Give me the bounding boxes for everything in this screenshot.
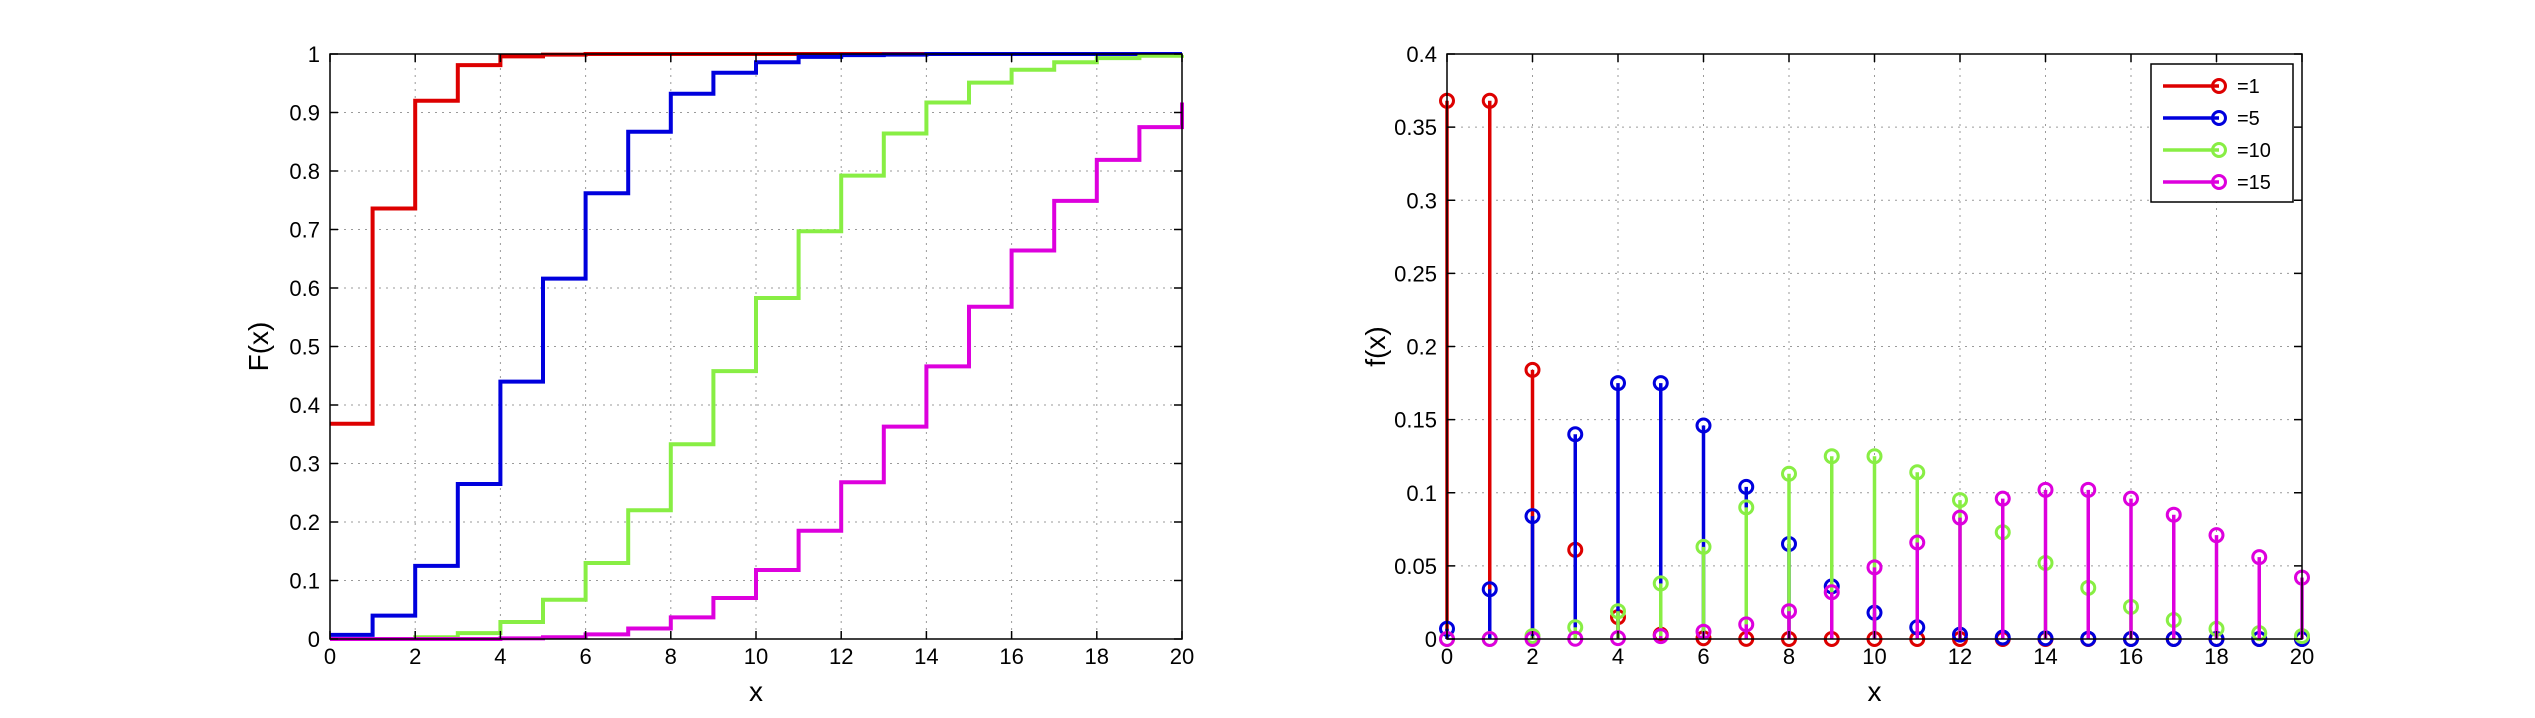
- stem-marker: [1952, 492, 1968, 509]
- stem-marker: [1994, 490, 2011, 507]
- y-axis-label: f(x): [1360, 326, 1391, 366]
- stem-marker: [1524, 508, 1541, 525]
- y-tick-label: 0.05: [1394, 554, 1437, 579]
- y-tick-label: 0.1: [289, 569, 320, 594]
- stem-marker: [1781, 603, 1797, 620]
- stem-marker: [1652, 375, 1669, 392]
- stem-marker: [2165, 506, 2182, 523]
- legend-item: =10: [2163, 140, 2271, 162]
- x-tick-label: 20: [2290, 644, 2314, 669]
- stem-marker: [1823, 584, 1840, 601]
- y-tick-label: 0.3: [289, 452, 320, 477]
- y-tick-label: 0.3: [1406, 188, 1437, 213]
- x-tick-label: 2: [409, 644, 421, 669]
- cdf-series-4-step-line: [330, 102, 1184, 641]
- stem-marker: [1738, 478, 1755, 495]
- legend-marker: [2211, 142, 2227, 158]
- stem-marker: [2208, 527, 2225, 544]
- legend-label: =10: [2237, 140, 2271, 162]
- y-tick-label: 0.9: [289, 101, 320, 126]
- legend-item: =15: [2163, 172, 2271, 194]
- stem-marker: [1610, 603, 1626, 620]
- x-tick-label: 6: [579, 644, 591, 669]
- x-tick-label: 12: [1948, 644, 1972, 669]
- stem-marker: [1481, 581, 1498, 598]
- x-tick-label: 6: [1697, 644, 1709, 669]
- stem-marker: [1866, 448, 1883, 465]
- y-tick-label: 0.4: [1406, 42, 1437, 67]
- y-tick-label: 0.25: [1394, 261, 1437, 286]
- y-tick-label: 0.2: [1406, 335, 1437, 360]
- stem-marker: [1567, 426, 1584, 443]
- stem-marker: [1652, 628, 1669, 645]
- stem-marker: [2037, 481, 2054, 498]
- x-tick-label: 0: [1441, 644, 1453, 669]
- x-tick-label: 10: [744, 644, 768, 669]
- stem-marker: [2251, 549, 2268, 566]
- y-tick-label: 0.4: [289, 393, 320, 418]
- cdf-step-chart: 0 2 4 6 8 10 12 14 16 18 20 0 0.1 0.2 0.3 0.4 0.5 0.6 0.7 0…: [243, 42, 1194, 707]
- legend: =1 =5 =10 =15: [2150, 63, 2294, 203]
- stem-marker: [1610, 375, 1626, 392]
- legend-marker: [2211, 174, 2227, 190]
- x-tick-label: 4: [1612, 644, 1624, 669]
- y-tick-label: 0: [308, 627, 320, 652]
- stem-marker: [1524, 361, 1541, 378]
- stem-marker: [1652, 575, 1669, 592]
- stem-marker: [1481, 92, 1498, 109]
- stem-marker: [1738, 616, 1755, 633]
- legend-marker: [2211, 78, 2227, 94]
- x-tick-label: 10: [1862, 644, 1886, 669]
- stem-marker: [2123, 490, 2139, 507]
- x-tick-label: 14: [2033, 644, 2057, 669]
- x-tick-label: 2: [1526, 644, 1538, 669]
- x-tick-label: 14: [914, 644, 938, 669]
- cdf-series-3-step-line: [330, 53, 1184, 641]
- legend-marker: [2211, 110, 2227, 126]
- stem-marker: [1909, 464, 1926, 481]
- y-tick-label: 1: [308, 42, 320, 67]
- stem-marker: [1695, 417, 1712, 434]
- x-tick-label: 0: [324, 644, 336, 669]
- legend-label: =15: [2237, 172, 2271, 194]
- x-tick-label: 8: [665, 644, 677, 669]
- legend-item: =5: [2163, 108, 2260, 130]
- x-tick-label: 20: [1170, 644, 1194, 669]
- x-tick-label: 4: [494, 644, 506, 669]
- y-tick-label: 0.2: [289, 510, 320, 535]
- x-tick-label: 18: [2204, 644, 2228, 669]
- y-tick-label: 0.5: [289, 335, 320, 360]
- x-tick-label: 18: [1085, 644, 1109, 669]
- x-axis-label: x: [1868, 676, 1882, 707]
- y-tick-label: 0.35: [1394, 115, 1437, 140]
- stem-marker: [1567, 619, 1584, 636]
- stem-marker: [1952, 509, 1968, 526]
- legend-item: =1: [2163, 76, 2260, 98]
- x-tick-label: 16: [999, 644, 1023, 669]
- stem-marker: [1909, 534, 1926, 551]
- legend-label: =1: [2237, 76, 2260, 98]
- stem-marker: [1738, 499, 1755, 516]
- y-axis-label: F(x): [243, 322, 274, 372]
- stem-marker: [1781, 465, 1797, 482]
- y-tick-label: 0: [1425, 627, 1437, 652]
- legend-label: =5: [2237, 108, 2260, 130]
- stem-marker: [1695, 538, 1712, 555]
- stem-marker: [2080, 481, 2097, 498]
- pmf-stem-chart: 0 2 4 6 8 10 12 14 16 18 20 0 0.05 0.1 0.15 0.2 0.25 0.3 0…: [1360, 42, 2314, 707]
- y-tick-label: 0.15: [1394, 408, 1437, 433]
- y-tick-label: 0.7: [289, 218, 320, 243]
- x-tick-label: 16: [2119, 644, 2143, 669]
- y-tick-label: 0.1: [1406, 481, 1437, 506]
- x-tick-label: 12: [829, 644, 853, 669]
- y-tick-label: 0.6: [289, 276, 320, 301]
- stem-marker: [1866, 559, 1883, 576]
- stem-marker: [1823, 448, 1840, 465]
- y-tick-label: 0.8: [289, 159, 320, 184]
- x-axis-label: x: [749, 676, 763, 707]
- x-tick-label: 8: [1783, 644, 1795, 669]
